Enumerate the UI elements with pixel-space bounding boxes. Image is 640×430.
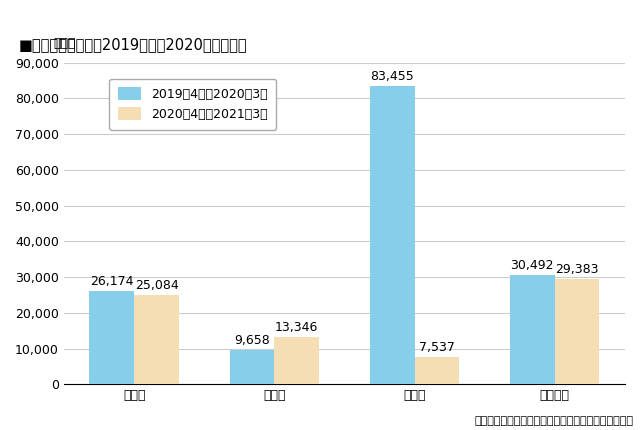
Bar — [230, 350, 275, 384]
Text: 13,346: 13,346 — [275, 321, 319, 334]
Text: 25,084: 25,084 — [135, 279, 179, 292]
Text: 9,658: 9,658 — [234, 334, 270, 347]
Text: 7,537: 7,537 — [419, 341, 455, 354]
Text: 30,492: 30,492 — [511, 259, 554, 273]
Legend: 2019年4月～2020年3月, 2020年4月～2021年3月: 2019年4月～2020年3月, 2020年4月～2021年3月 — [109, 79, 276, 129]
Text: 29,383: 29,383 — [556, 264, 599, 276]
Bar — [275, 337, 319, 384]
Text: ■転入超過の推移－2019年度と2020年度の比較: ■転入超過の推移－2019年度と2020年度の比較 — [19, 37, 248, 52]
Bar — [555, 279, 600, 384]
Bar — [415, 357, 460, 384]
Text: （人）: （人） — [53, 37, 76, 50]
Text: 出典：総務省「住民基本台帳人口移動報告」より作成: 出典：総務省「住民基本台帳人口移動報告」より作成 — [475, 416, 634, 426]
Bar — [370, 86, 415, 384]
Bar — [134, 295, 179, 384]
Bar — [510, 275, 555, 384]
Bar — [90, 291, 134, 384]
Text: 83,455: 83,455 — [370, 70, 414, 83]
Text: 26,174: 26,174 — [90, 275, 134, 288]
